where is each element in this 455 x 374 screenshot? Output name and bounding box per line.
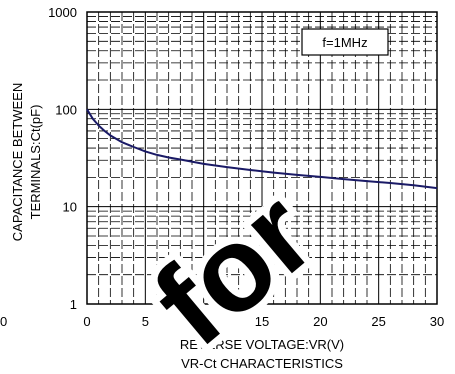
x-tick-label: 20: [313, 314, 327, 329]
y-axis-title-line1: CAPACITANCE BETWEEN: [10, 83, 25, 241]
x-tick-label: 25: [371, 314, 385, 329]
y-tick-label: 10: [63, 200, 77, 215]
grid-lines: [87, 12, 437, 304]
x-tick-label: 0: [83, 314, 90, 329]
frequency-annotation: f=1MHz: [322, 35, 367, 50]
y-tick-labels: 1 10 100 1000: [48, 5, 77, 312]
x-tick-label: 5: [142, 314, 149, 329]
y-tick-label: 100: [55, 102, 77, 117]
y-axis-title-line2: TERMINALS:Ct(pF): [28, 105, 43, 220]
x-tick-label: 30: [430, 314, 444, 329]
y-tick-label: 1000: [48, 5, 77, 20]
data-series: [86, 108, 438, 190]
y-tick-label: 1: [70, 297, 77, 312]
annotation-box: [301, 28, 389, 56]
capacitance-curve: [86, 108, 438, 190]
left-edge-tick: 0: [0, 314, 7, 329]
x-tick-labels: 0 5 10 15 20 25 30: [83, 314, 444, 329]
x-tick-label: 15: [255, 314, 269, 329]
chart-title: VR-Ct CHARACTERISTICS: [181, 356, 343, 371]
x-axis-title: REVERSE VOLTAGE:VR(V): [180, 337, 344, 352]
x-tick-label: 10: [196, 314, 210, 329]
